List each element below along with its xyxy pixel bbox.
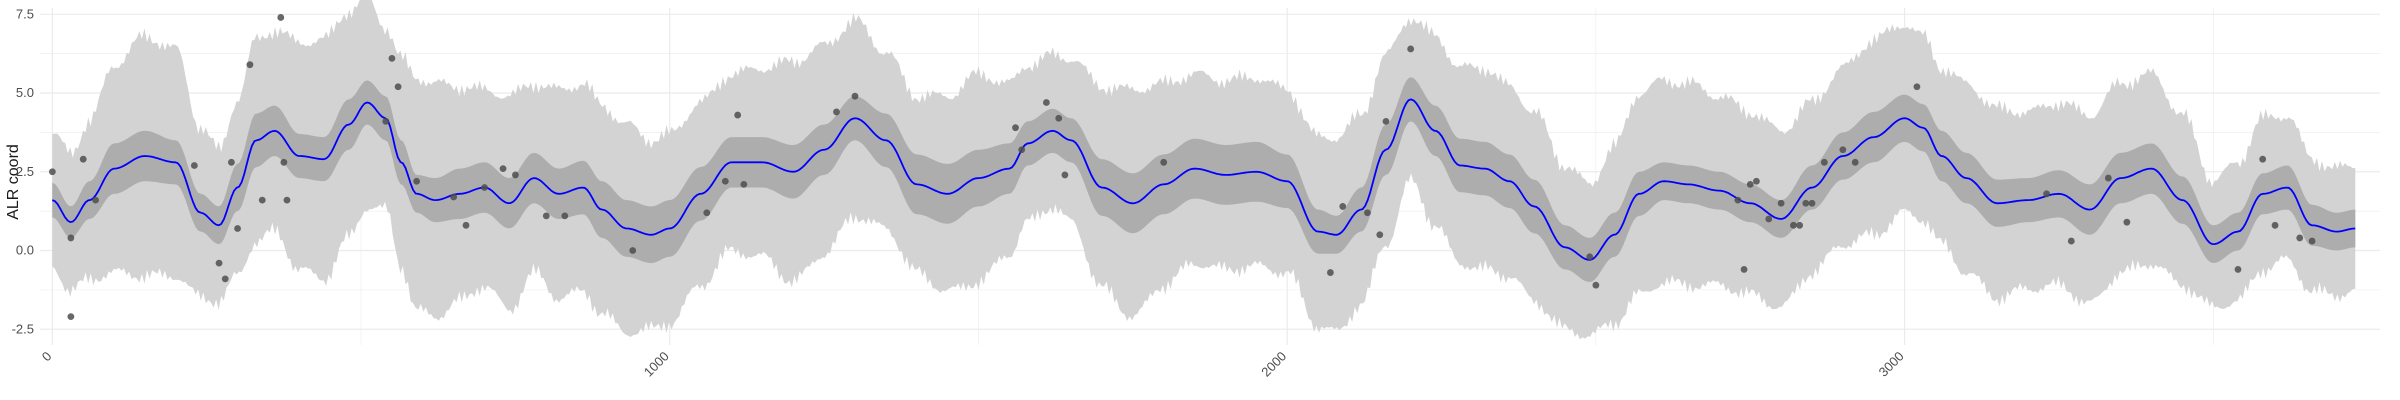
data-point (1753, 177, 1760, 185)
data-point (481, 184, 488, 191)
data-point (1160, 158, 1168, 166)
data-point (1061, 171, 1069, 179)
point-layer (48, 14, 2316, 321)
data-point (1790, 221, 1797, 229)
data-point (2067, 237, 2075, 245)
data-point (227, 158, 235, 166)
data-point (1746, 180, 1754, 188)
data-point (512, 171, 519, 179)
data-point (734, 111, 742, 119)
x-tick-label: 2000 (1258, 349, 1289, 380)
data-point (1055, 114, 1063, 122)
y-tick-label: 2.5 (16, 164, 34, 179)
data-point (394, 83, 402, 91)
data-point (280, 158, 288, 166)
data-point (1851, 158, 1859, 166)
data-point (1765, 215, 1773, 223)
data-point (382, 117, 390, 125)
data-point (1364, 209, 1371, 217)
x-tick-label: 0 (39, 349, 55, 365)
data-point (67, 313, 75, 321)
data-point (2296, 234, 2304, 242)
data-point (561, 212, 569, 220)
data-point (1326, 269, 1334, 276)
data-point (277, 14, 285, 21)
y-tick-label: 5.0 (16, 85, 34, 100)
data-point (1586, 253, 1594, 261)
y-tick-label: 0.0 (16, 243, 34, 258)
data-point (388, 54, 396, 62)
data-point (79, 155, 87, 163)
x-tick-label: 3000 (1876, 349, 1907, 380)
data-point (246, 61, 254, 69)
y-tick-label: -2.5 (12, 321, 34, 336)
y-tick-label: 7.5 (16, 6, 34, 21)
mean-line (51, 98, 2356, 261)
data-point (1796, 221, 1804, 229)
line-layer (51, 98, 2356, 261)
data-point (1740, 266, 1748, 273)
data-point (450, 193, 458, 201)
data-point (215, 259, 223, 267)
data-point (2259, 155, 2267, 163)
data-point (283, 196, 291, 204)
data-point (629, 247, 637, 254)
data-point (92, 196, 99, 204)
data-point (2104, 174, 2112, 182)
data-point (1839, 146, 1847, 154)
data-point (234, 225, 241, 232)
data-point (1382, 117, 1390, 125)
data-point (1407, 45, 1415, 53)
data-point (1592, 281, 1600, 289)
data-point (1734, 196, 1742, 204)
data-point (542, 212, 550, 220)
data-point (2123, 218, 2131, 226)
data-point (721, 177, 729, 185)
data-point (703, 209, 711, 217)
data-point (1820, 158, 1828, 166)
x-tick-label: 1000 (641, 349, 672, 380)
data-point (1042, 99, 1050, 106)
data-point (2043, 190, 2050, 198)
inner-credible-band (52, 77, 2356, 282)
data-point (190, 162, 198, 169)
data-point (499, 165, 507, 173)
data-point (833, 108, 840, 116)
data-point (48, 168, 56, 176)
data-point (740, 180, 748, 188)
data-point (1802, 199, 1810, 207)
data-point (462, 221, 470, 229)
data-point (2271, 221, 2279, 229)
data-point (221, 275, 229, 283)
data-point (1018, 146, 1026, 154)
data-point (1913, 83, 1921, 91)
data-point (1777, 199, 1785, 207)
data-point (1339, 203, 1347, 210)
data-point (67, 234, 75, 242)
data-point (2308, 237, 2316, 245)
data-point (413, 177, 421, 185)
data-point (258, 196, 266, 204)
data-point (1808, 199, 1816, 207)
data-point (1376, 231, 1384, 239)
y-axis-title: ALR coord (5, 144, 22, 220)
data-point (851, 92, 859, 100)
data-point (1012, 124, 1019, 132)
data-point (2234, 266, 2242, 273)
